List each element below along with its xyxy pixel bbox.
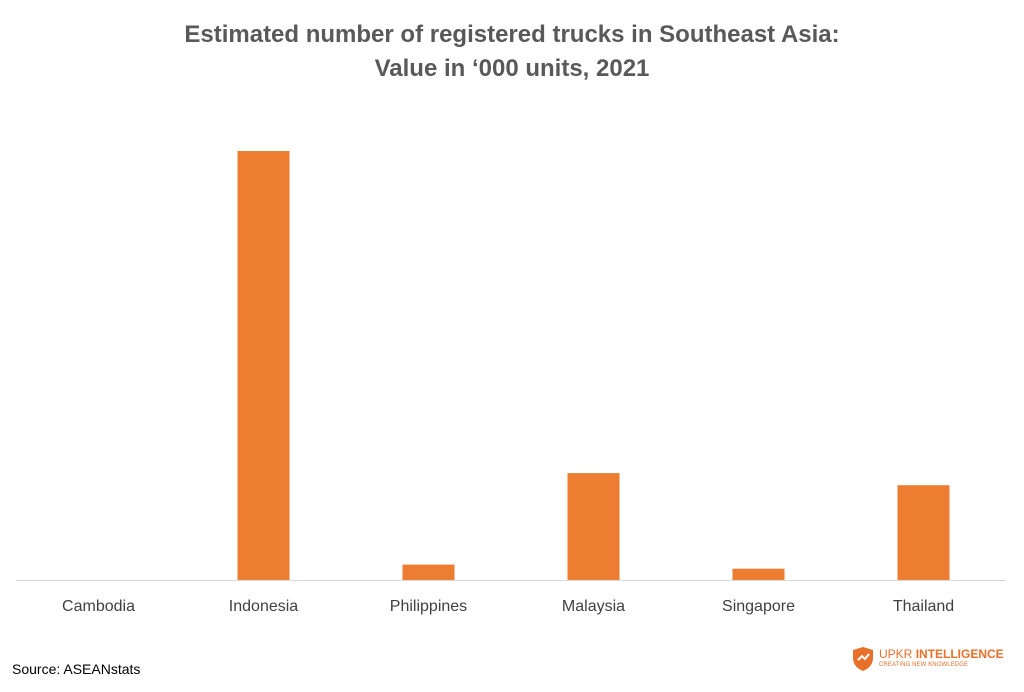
shield-logo-icon [853, 647, 873, 671]
chart-title-line-1: Estimated number of registered trucks in… [184, 21, 840, 48]
source-note: Source: ASEANstats [12, 661, 141, 677]
chart-title-line-2: Value in ‘000 units, 2021 [374, 55, 650, 82]
x-tick-label-philippines: Philippines [390, 598, 467, 615]
brand-name-part2: INTELLIGENCE [915, 647, 1004, 661]
brand-tagline: CREATING NEW KNOWLEDGE [879, 662, 969, 668]
chart-title: Estimated number of registered trucks in… [0, 18, 1024, 86]
brand-name: UPKR INTELLIGENCE [879, 647, 1004, 661]
x-tick-label-singapore: Singapore [722, 598, 795, 615]
bar-indonesia [237, 151, 290, 580]
bar-philippines [402, 564, 455, 580]
x-tick-label-malaysia: Malaysia [562, 598, 625, 615]
bar-malaysia [567, 473, 620, 580]
bar-singapore [732, 568, 785, 580]
brand-logo: UPKR INTELLIGENCE CREATING NEW KNOWLEDGE [852, 646, 1012, 672]
x-tick-label-indonesia: Indonesia [229, 598, 298, 615]
x-tick-label-thailand: Thailand [893, 598, 954, 615]
bar-chart-plot: Cambodia Indonesia Philippines Malaysia Sing… [16, 151, 1006, 615]
x-tick-label-cambodia: Cambodia [62, 598, 135, 615]
chart-container: Estimated number of registered trucks in… [0, 18, 1024, 615]
brand-name-part1: UPKR [879, 647, 916, 661]
bar-thailand [897, 485, 950, 580]
